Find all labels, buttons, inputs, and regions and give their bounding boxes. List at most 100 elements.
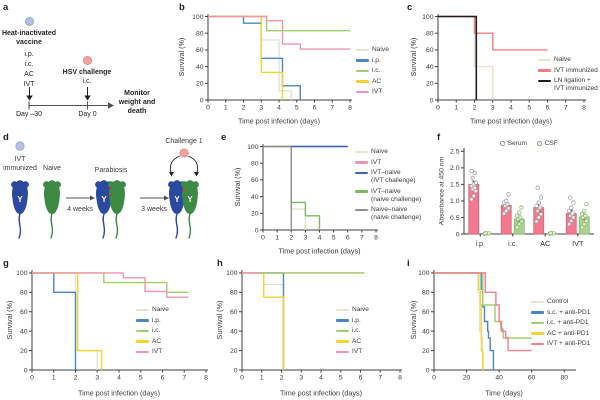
legend-line-swatch	[136, 340, 149, 343]
day-start-label: Day –30	[15, 111, 43, 118]
legend-item-IVT–naive (IVT challenge): IVT–naive (IVT challenge)	[355, 169, 421, 185]
legend-line-swatch	[355, 208, 368, 212]
arrow-right-icon	[90, 195, 95, 201]
data-point	[506, 206, 511, 211]
data-point	[473, 180, 479, 185]
legend-line-swatch	[355, 190, 368, 193]
y-axis-label: Survival (%)	[5, 301, 14, 340]
legend-label: Naive–naive (naive challenge)	[371, 206, 422, 222]
legend-item-Naive: Naive	[355, 148, 421, 156]
panel-c: c 0 1 2 3 4 5 6 7 8 0 20 40 60 80 100 Time post infecti…	[404, 0, 600, 130]
series-i.c.	[208, 15, 350, 32]
legend-item-i.p.: i.p.	[356, 57, 389, 65]
antibody-icon: Y	[101, 195, 107, 204]
series-Naive	[263, 145, 307, 230]
vaccine-route: i.p.	[24, 51, 34, 58]
data-point	[517, 210, 522, 215]
legend-line-swatch	[531, 332, 544, 335]
vaccine-dot-icon	[15, 141, 25, 151]
svg-text:7: 7	[564, 105, 568, 112]
legend-item-IVT immunized: IVT immunized	[538, 67, 598, 75]
svg-text:8: 8	[374, 235, 378, 242]
legend-item-Naive–naive (naive challenge): Naive–naive (naive challenge)	[355, 206, 421, 222]
data-point	[569, 218, 574, 223]
y-axis-label: Survival (%)	[409, 301, 418, 340]
vaccine-route: AC	[24, 71, 34, 78]
arrow-down-icon	[194, 172, 199, 177]
data-point	[579, 225, 585, 230]
arrow-down-icon	[169, 172, 174, 177]
svg-text:6: 6	[546, 105, 550, 112]
legend-line-swatch	[136, 319, 149, 322]
panel-label-d: d	[3, 132, 9, 143]
vaccine-title-line1: Heat-inactivated	[1, 30, 57, 37]
svg-text:2: 2	[289, 235, 293, 242]
data-point	[538, 212, 544, 217]
interval1-label: 4 weeks	[67, 206, 93, 213]
data-point	[583, 213, 588, 218]
series-Control	[434, 272, 484, 370]
svg-text:100: 100	[422, 14, 434, 21]
x-axis-label: Time post infection (days)	[238, 117, 320, 126]
y-axis-label: Survival (%)	[233, 168, 242, 207]
legend-label: IVT	[352, 348, 363, 356]
legend-label: AC	[152, 337, 162, 345]
legend-line-swatch	[538, 79, 551, 83]
series-i.c. + anti-PD1	[434, 272, 532, 339]
legend-line-swatch	[356, 59, 369, 62]
panel-label-e: e	[221, 132, 227, 143]
svg-text:2: 2	[242, 105, 246, 112]
legend-item-IVT: IVT	[136, 348, 169, 356]
legend-label: i.c.	[372, 67, 381, 75]
legend-label: IVT–naive (IVT challenge)	[371, 169, 416, 185]
vaccine-title: Heat-inactivated vaccine	[0, 29, 69, 47]
legend-label: Serum	[507, 140, 528, 147]
data-point	[536, 200, 541, 205]
legend-line-swatch	[356, 48, 369, 51]
legend-item-i.p.: i.p.	[336, 317, 369, 325]
series-LN ligation + IVT immunized	[438, 15, 478, 100]
data-point	[536, 215, 541, 220]
panel-label-g: g	[3, 258, 9, 269]
legend-item-i.c.: i.c.	[136, 327, 169, 335]
svg-text:60: 60	[528, 375, 536, 382]
panel-i: i 0 20 40 60 80 0 20 40 60 80 100 Time (days) Surviv…	[404, 256, 600, 400]
svg-text:0: 0	[200, 97, 204, 104]
legend-item-IVT–naive (naive challenge): IVT–naive (naive challenge)	[355, 188, 421, 204]
down-arrow-icon	[26, 87, 33, 101]
panel-label-a: a	[3, 2, 9, 13]
vaccine-dot-icon	[25, 17, 34, 26]
svg-text:80: 80	[426, 31, 434, 38]
legend-label: i.c.	[152, 327, 161, 335]
svg-text:2: 2	[74, 375, 78, 382]
legend-item-Control: Control	[531, 298, 590, 306]
data-point	[535, 185, 540, 190]
legend-h: Naive i.p. i.c. AC IVT	[336, 306, 369, 356]
svg-text:0: 0	[240, 375, 244, 382]
arrow-right-icon	[164, 195, 169, 201]
svg-text:1: 1	[275, 235, 279, 242]
legend-item-Serum: Serum	[500, 140, 527, 148]
x-axis-label: Time (days)	[485, 389, 523, 398]
panel-a: a Heat-inactivated vaccine i.p. i.c. AC IVT…	[0, 0, 178, 130]
legend-item-IVT + anti-PD1: IVT + anti-PD1	[531, 340, 590, 348]
data-point	[472, 170, 477, 175]
timeline	[28, 101, 114, 110]
svg-text:5: 5	[139, 375, 143, 382]
legend-label: IVT	[152, 348, 163, 356]
legend-line-swatch	[531, 342, 544, 346]
legend-item-IVT: IVT	[356, 88, 389, 96]
svg-text:60: 60	[426, 47, 434, 54]
legend-label: IVT + anti-PD1	[547, 340, 591, 348]
svg-text:100: 100	[16, 270, 28, 277]
legend-item-IVT: IVT	[355, 159, 421, 167]
svg-text:60: 60	[230, 309, 238, 316]
mouse2-label: Naive	[43, 165, 61, 172]
svg-text:20: 20	[422, 348, 430, 355]
stitch-icon	[182, 188, 185, 192]
data-point	[582, 221, 587, 227]
